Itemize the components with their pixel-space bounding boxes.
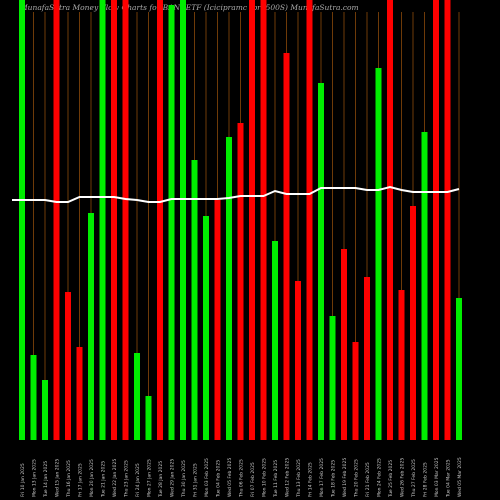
bar [122, 0, 129, 440]
x-tick-label: Mon 27 Jan 2025 [147, 459, 153, 497]
bar [283, 53, 290, 440]
bar [272, 241, 278, 440]
x-tick-label: Wed 05 Feb 2025 [227, 458, 233, 497]
x-tick-label: Tue 11 Feb 2025 [273, 460, 279, 498]
bar [88, 213, 94, 440]
bar [168, 5, 175, 440]
x-tick-label: Tue 18 Feb 2025 [331, 460, 337, 498]
x-tick-label: Fri 24 Jan 2025 [135, 463, 141, 497]
x-tick-label: Tue 14 Jan 2025 [43, 461, 49, 498]
bar [398, 290, 405, 440]
x-tick-label: Thu 20 Feb 2025 [354, 459, 360, 498]
x-tick-label: Thu 16 Jan 2025 [66, 460, 72, 498]
x-tick-label: Wed 19 Feb 2025 [342, 458, 348, 497]
x-tick-label: Mon 13 Jan 2025 [32, 459, 38, 497]
x-tick-label: Wed 15 Jan 2025 [55, 459, 61, 497]
bar [157, 0, 163, 440]
bar [111, 0, 117, 440]
x-tick-label: Fri 31 Jan 2025 [193, 463, 199, 497]
chart-title: MunafaSutra Money Flow Charts for BANKET… [19, 3, 359, 12]
x-tick-label: Mon 20 Jan 2025 [89, 459, 95, 497]
bar [433, 0, 439, 440]
bar [180, 0, 186, 440]
x-tick-label: Thu 23 Jan 2025 [124, 460, 130, 498]
bar [53, 0, 60, 440]
bar [214, 200, 221, 440]
bar [249, 0, 255, 440]
bar [134, 353, 140, 440]
x-tick-label: Tue 04 Feb 2025 [216, 460, 222, 498]
x-tick-label: Mon 24 Feb 2025 [377, 458, 383, 497]
bar [456, 298, 462, 440]
bar [318, 83, 324, 440]
bar [99, 0, 106, 440]
bar [352, 342, 359, 440]
x-tick-label: Mon 10 Feb 2025 [262, 458, 268, 497]
x-tick-label: Tue 04 Mar 2025 [446, 459, 452, 498]
bar [341, 249, 347, 440]
bar [76, 347, 83, 440]
x-tick-label: Wed 29 Jan 2025 [170, 459, 176, 497]
flow-line [12, 185, 460, 203]
x-tick-label: Fri 17 Jan 2025 [78, 463, 84, 497]
x-tick-label: Fri 10 Jan 2025 [20, 463, 26, 497]
bar [226, 137, 232, 440]
x-tick-label: Mon 03 Mar 2025 [434, 457, 440, 497]
bar [295, 281, 301, 440]
x-tick-label: Mon 03 Feb 2025 [204, 458, 210, 497]
x-tick-label: Wed 22 Jan 2025 [112, 459, 118, 497]
bar [30, 355, 37, 440]
x-tick-label: Wed 12 Feb 2025 [285, 458, 291, 497]
x-tick-label: Tue 28 Jan 2025 [158, 461, 164, 498]
bar [42, 380, 48, 440]
bar [145, 396, 152, 440]
x-tick-label: Wed 05 Mar 2025 [457, 457, 463, 497]
x-tick-label: Thu 13 Feb 2025 [296, 459, 302, 498]
x-tick-label: Tue 21 Jan 2025 [101, 461, 107, 498]
bar [329, 316, 336, 440]
x-tick-label: Tue 25 Feb 2025 [388, 460, 394, 498]
x-tick-label: Fri 07 Feb 2025 [250, 462, 256, 497]
x-tick-label: Thu 30 Jan 2025 [181, 460, 187, 498]
bar [387, 0, 393, 440]
bar [364, 277, 370, 440]
bar [237, 123, 244, 440]
x-tick-label: Thu 06 Feb 2025 [239, 459, 245, 498]
bar [421, 132, 428, 440]
bar [203, 216, 209, 440]
bar [191, 160, 198, 440]
x-tick-label: Mon 17 Feb 2025 [319, 458, 325, 497]
x-tick-label: Thu 27 Feb 2025 [411, 459, 417, 498]
bar [306, 0, 313, 440]
bar [375, 68, 382, 440]
bar [444, 0, 451, 440]
bar [410, 206, 416, 440]
x-tick-label: Fri 14 Feb 2025 [308, 462, 314, 497]
bar [19, 0, 25, 440]
bar [65, 292, 71, 440]
x-tick-label: Wed 26 Feb 2025 [400, 458, 406, 497]
x-tick-label: Fri 28 Feb 2025 [423, 462, 429, 497]
x-tick-label: Fri 21 Feb 2025 [365, 462, 371, 497]
bar [260, 0, 267, 440]
